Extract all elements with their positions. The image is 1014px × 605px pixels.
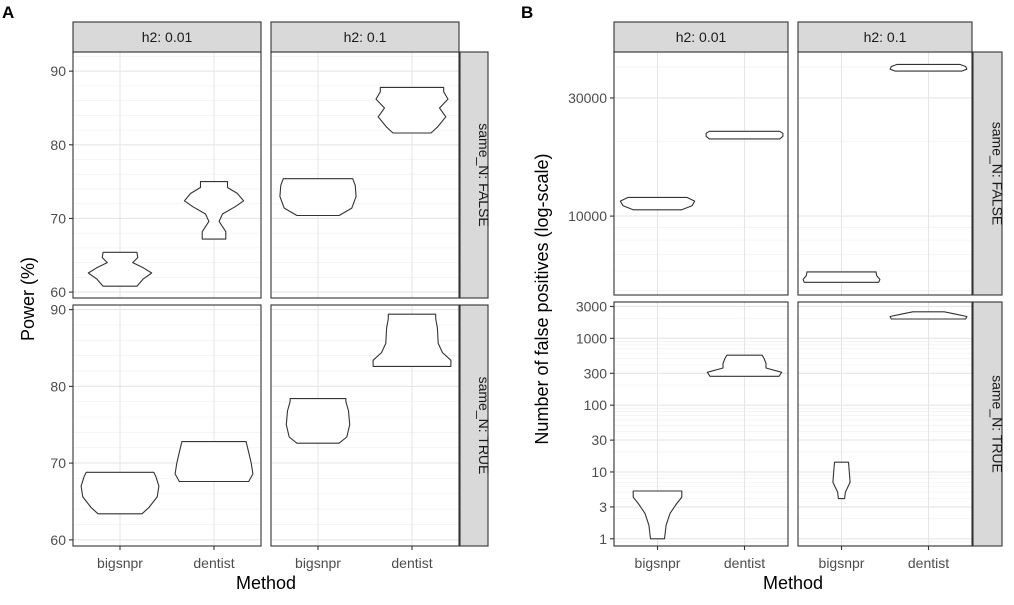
panel-background <box>73 52 261 298</box>
facet-panel-h2-0-1-same-n-true <box>270 304 460 547</box>
y-tick-label: 300 <box>584 365 608 381</box>
y-tick-label: 10000 <box>568 208 607 224</box>
violin-dentist-h2-0-1-same-n-false <box>375 86 449 134</box>
facet-panel-h2-0-01-same-n-false <box>613 51 789 296</box>
panel-background <box>614 52 788 295</box>
y-tick-label: 70 <box>50 210 66 226</box>
y-tick-label: 70 <box>50 455 66 471</box>
panel-a-label: A <box>2 3 14 22</box>
violin-bigsnpr-h2-0-01-same-n-false <box>87 251 153 287</box>
false-positives-chart: h2: 0.01 h2: 0.1 same_N: FALSE same_N: TRUE… <box>532 21 1006 593</box>
panel-border <box>270 304 460 547</box>
column-strip-label: h2: 0.01 <box>676 29 727 45</box>
y-tick-label: 1000 <box>576 330 607 346</box>
x-tick-label: bigsnpr <box>819 555 865 571</box>
row-strip-label: same_N: TRUE <box>990 375 1006 473</box>
row-strip-label: same_N: FALSE <box>990 122 1006 226</box>
violin-dentist-h2-0-1-same-n-true <box>372 313 452 367</box>
row-strip-label: same_N: TRUE <box>476 377 492 475</box>
column-strip-label: h2: 0.1 <box>864 29 907 45</box>
power-chart: h2: 0.01 h2: 0.1 same_N: FALSE same_N: TRUE… <box>18 21 492 593</box>
facet-panel-h2-0-1-same-n-false <box>270 51 460 299</box>
y-tick-label: 3000 <box>576 298 607 314</box>
y-tick-label: 3 <box>599 499 607 515</box>
row-strip <box>459 51 489 299</box>
column-strip <box>797 21 973 53</box>
column-strip-label: h2: 0.1 <box>344 29 387 45</box>
x-tick-label: bigsnpr <box>295 555 341 571</box>
y-tick-label: 100 <box>584 397 608 413</box>
violin-bigsnpr-h2-0-01-same-n-true <box>632 490 683 540</box>
violin-bigsnpr-h2-0-1-same-n-false <box>802 271 881 283</box>
violin-bigsnpr-h2-0-1-same-n-true <box>285 398 351 444</box>
y-tick-label: 30000 <box>568 90 607 106</box>
y-tick-label: 90 <box>50 63 66 79</box>
violin-dentist-h2-0-01-same-n-false <box>183 181 245 240</box>
panel-border <box>797 301 973 547</box>
violin-dentist-h2-0-1-same-n-false <box>889 63 968 72</box>
row-strip <box>459 304 489 547</box>
y-tick-label: 10 <box>591 464 607 480</box>
column-strip <box>613 21 789 53</box>
x-tick-label: dentist <box>724 555 765 571</box>
column-strip-label: h2: 0.01 <box>142 29 193 45</box>
panel-b-label: B <box>521 3 533 22</box>
x-tick-label: bigsnpr <box>97 555 143 571</box>
y-tick-label: 90 <box>50 302 66 318</box>
x-tick-label: bigsnpr <box>635 555 681 571</box>
violin-dentist-h2-0-01-same-n-true <box>706 354 783 377</box>
x-tick-label: dentist <box>908 555 949 571</box>
column-strip <box>72 21 262 53</box>
facet-panel-h2-0-01-same-n-true <box>72 304 262 547</box>
x-tick-label: dentist <box>391 555 432 571</box>
violin-bigsnpr-h2-0-1-same-n-false <box>279 178 357 217</box>
facet-panel-h2-0-1-same-n-false <box>797 51 973 296</box>
facet-panel-h2-0-1-same-n-true <box>797 301 973 547</box>
y-tick-label: 30 <box>591 432 607 448</box>
violin-dentist-h2-0-01-same-n-true <box>174 441 254 483</box>
y-tick-label: 60 <box>50 284 66 300</box>
row-strip <box>972 301 1003 547</box>
y-axis-title: Number of false positives (log-scale) <box>532 153 552 444</box>
violin-dentist-h2-0-01-same-n-false <box>705 130 784 140</box>
row-strip <box>972 51 1003 296</box>
y-axis-title: Power (%) <box>18 257 38 341</box>
facet-panel-h2-0-01-same-n-false <box>72 51 262 299</box>
panel-background <box>798 52 972 295</box>
violin-bigsnpr-h2-0-01-same-n-false <box>619 196 696 211</box>
x-axis-title: Method <box>236 573 296 593</box>
y-tick-label: 80 <box>50 378 66 394</box>
violin-dentist-h2-0-1-same-n-true <box>889 311 968 320</box>
panel-border <box>613 301 789 547</box>
column-strip <box>270 21 460 53</box>
y-tick-label: 60 <box>50 532 66 548</box>
panel-background <box>798 302 972 546</box>
row-strip-label: same_N: FALSE <box>476 123 492 227</box>
y-tick-label: 80 <box>50 137 66 153</box>
violin-bigsnpr-h2-0-01-same-n-true <box>80 471 160 515</box>
facet-panel-h2-0-01-same-n-true <box>613 301 789 547</box>
x-axis-title: Method <box>763 573 823 593</box>
x-tick-label: dentist <box>193 555 234 571</box>
violin-bigsnpr-h2-0-1-same-n-true <box>832 461 851 500</box>
y-tick-label: 1 <box>599 531 607 547</box>
panel-border <box>72 304 262 547</box>
